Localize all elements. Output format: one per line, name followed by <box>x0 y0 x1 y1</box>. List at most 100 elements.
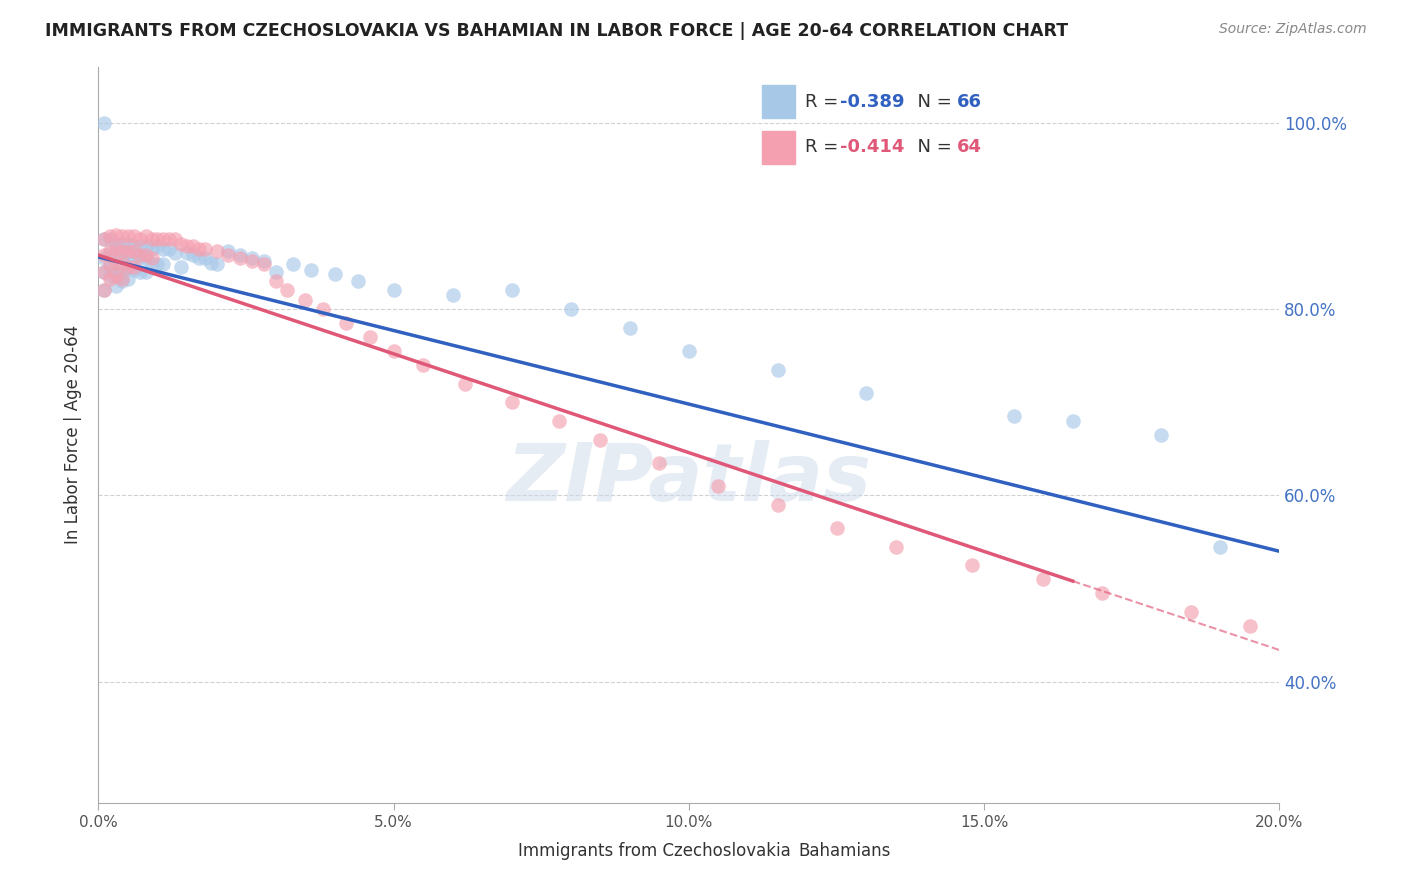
Point <box>98 232 121 246</box>
Point <box>122 251 145 265</box>
Point <box>283 257 305 271</box>
Point <box>884 540 907 554</box>
Point <box>205 244 228 259</box>
Point <box>678 344 700 359</box>
Text: Bahamians: Bahamians <box>799 842 891 860</box>
Point <box>122 263 145 277</box>
Point <box>240 253 263 268</box>
Point <box>187 251 209 265</box>
Point <box>93 232 115 246</box>
Point <box>93 248 115 262</box>
Point <box>229 251 252 265</box>
Text: ZIPatlas: ZIPatlas <box>506 440 872 518</box>
Point <box>105 227 128 242</box>
Point <box>264 265 287 279</box>
Point <box>501 284 523 298</box>
Point <box>93 251 115 265</box>
Point <box>105 242 128 256</box>
Point <box>382 344 405 359</box>
Point <box>135 248 157 262</box>
Point <box>152 232 174 246</box>
Point <box>1062 414 1084 428</box>
Point <box>217 248 239 262</box>
Point <box>253 257 276 271</box>
Point <box>1032 572 1054 586</box>
Point <box>1209 540 1232 554</box>
Point <box>98 244 121 259</box>
Point <box>93 284 115 298</box>
Point <box>229 248 252 262</box>
Text: Immigrants from Czechoslovakia: Immigrants from Czechoslovakia <box>517 842 790 860</box>
Point <box>135 239 157 253</box>
Point <box>194 242 217 256</box>
Point <box>141 257 163 271</box>
Point <box>117 272 139 286</box>
Point <box>146 239 169 253</box>
Point <box>170 260 193 275</box>
Point <box>962 558 984 573</box>
Point <box>323 267 346 281</box>
Point <box>122 229 145 244</box>
Point <box>1239 619 1261 633</box>
Point <box>141 251 163 265</box>
Point <box>128 239 150 253</box>
Point <box>98 229 121 244</box>
Point <box>347 274 370 288</box>
Point <box>128 248 150 262</box>
Point <box>501 395 523 409</box>
Point <box>98 246 121 260</box>
Point <box>766 362 789 376</box>
Point <box>146 232 169 246</box>
Point <box>165 246 187 260</box>
Point <box>93 265 115 279</box>
Point <box>855 386 877 401</box>
Point <box>93 116 115 130</box>
Point <box>105 236 128 251</box>
Point <box>560 302 582 317</box>
Point <box>111 272 134 286</box>
Y-axis label: In Labor Force | Age 20-64: In Labor Force | Age 20-64 <box>65 326 83 544</box>
Point <box>1091 586 1114 600</box>
Point <box>200 255 222 269</box>
Point <box>141 242 163 256</box>
Point <box>1002 409 1025 424</box>
Point <box>152 242 174 256</box>
Point <box>111 257 134 271</box>
Point <box>128 265 150 279</box>
Point <box>253 253 276 268</box>
Text: IMMIGRANTS FROM CZECHOSLOVAKIA VS BAHAMIAN IN LABOR FORCE | AGE 20-64 CORRELATIO: IMMIGRANTS FROM CZECHOSLOVAKIA VS BAHAMI… <box>45 22 1069 40</box>
Point <box>359 330 381 344</box>
Point <box>157 242 180 256</box>
Text: Source: ZipAtlas.com: Source: ZipAtlas.com <box>1219 22 1367 37</box>
Point <box>165 232 187 246</box>
Point <box>111 229 134 244</box>
Point <box>766 498 789 512</box>
Point <box>181 248 204 262</box>
Point <box>276 284 298 298</box>
Point <box>170 236 193 251</box>
Point <box>1150 428 1173 442</box>
Point <box>1180 605 1202 619</box>
Point <box>128 232 150 246</box>
Point <box>117 236 139 251</box>
Point <box>135 265 157 279</box>
Point <box>157 232 180 246</box>
Point <box>194 251 217 265</box>
Point <box>105 269 128 284</box>
Point <box>117 229 139 244</box>
Point <box>111 265 134 279</box>
Point <box>93 284 115 298</box>
Point <box>105 251 128 265</box>
Point <box>135 251 157 265</box>
Point <box>111 251 134 265</box>
Point <box>98 260 121 275</box>
Point <box>412 358 434 372</box>
Point <box>122 244 145 259</box>
Point <box>135 229 157 244</box>
Point <box>111 236 134 251</box>
Point <box>93 265 115 279</box>
Point <box>589 433 612 447</box>
Point <box>122 239 145 253</box>
Point <box>441 288 464 302</box>
Point <box>105 265 128 279</box>
